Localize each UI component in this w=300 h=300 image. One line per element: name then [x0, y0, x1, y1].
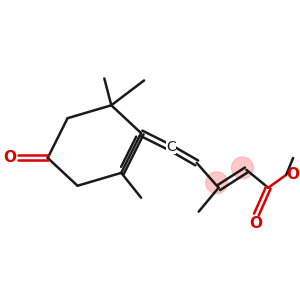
- Circle shape: [232, 157, 253, 179]
- Text: O: O: [286, 167, 300, 182]
- Text: C: C: [166, 140, 176, 154]
- Text: O: O: [249, 216, 262, 231]
- Text: O: O: [3, 150, 16, 165]
- Circle shape: [206, 172, 227, 194]
